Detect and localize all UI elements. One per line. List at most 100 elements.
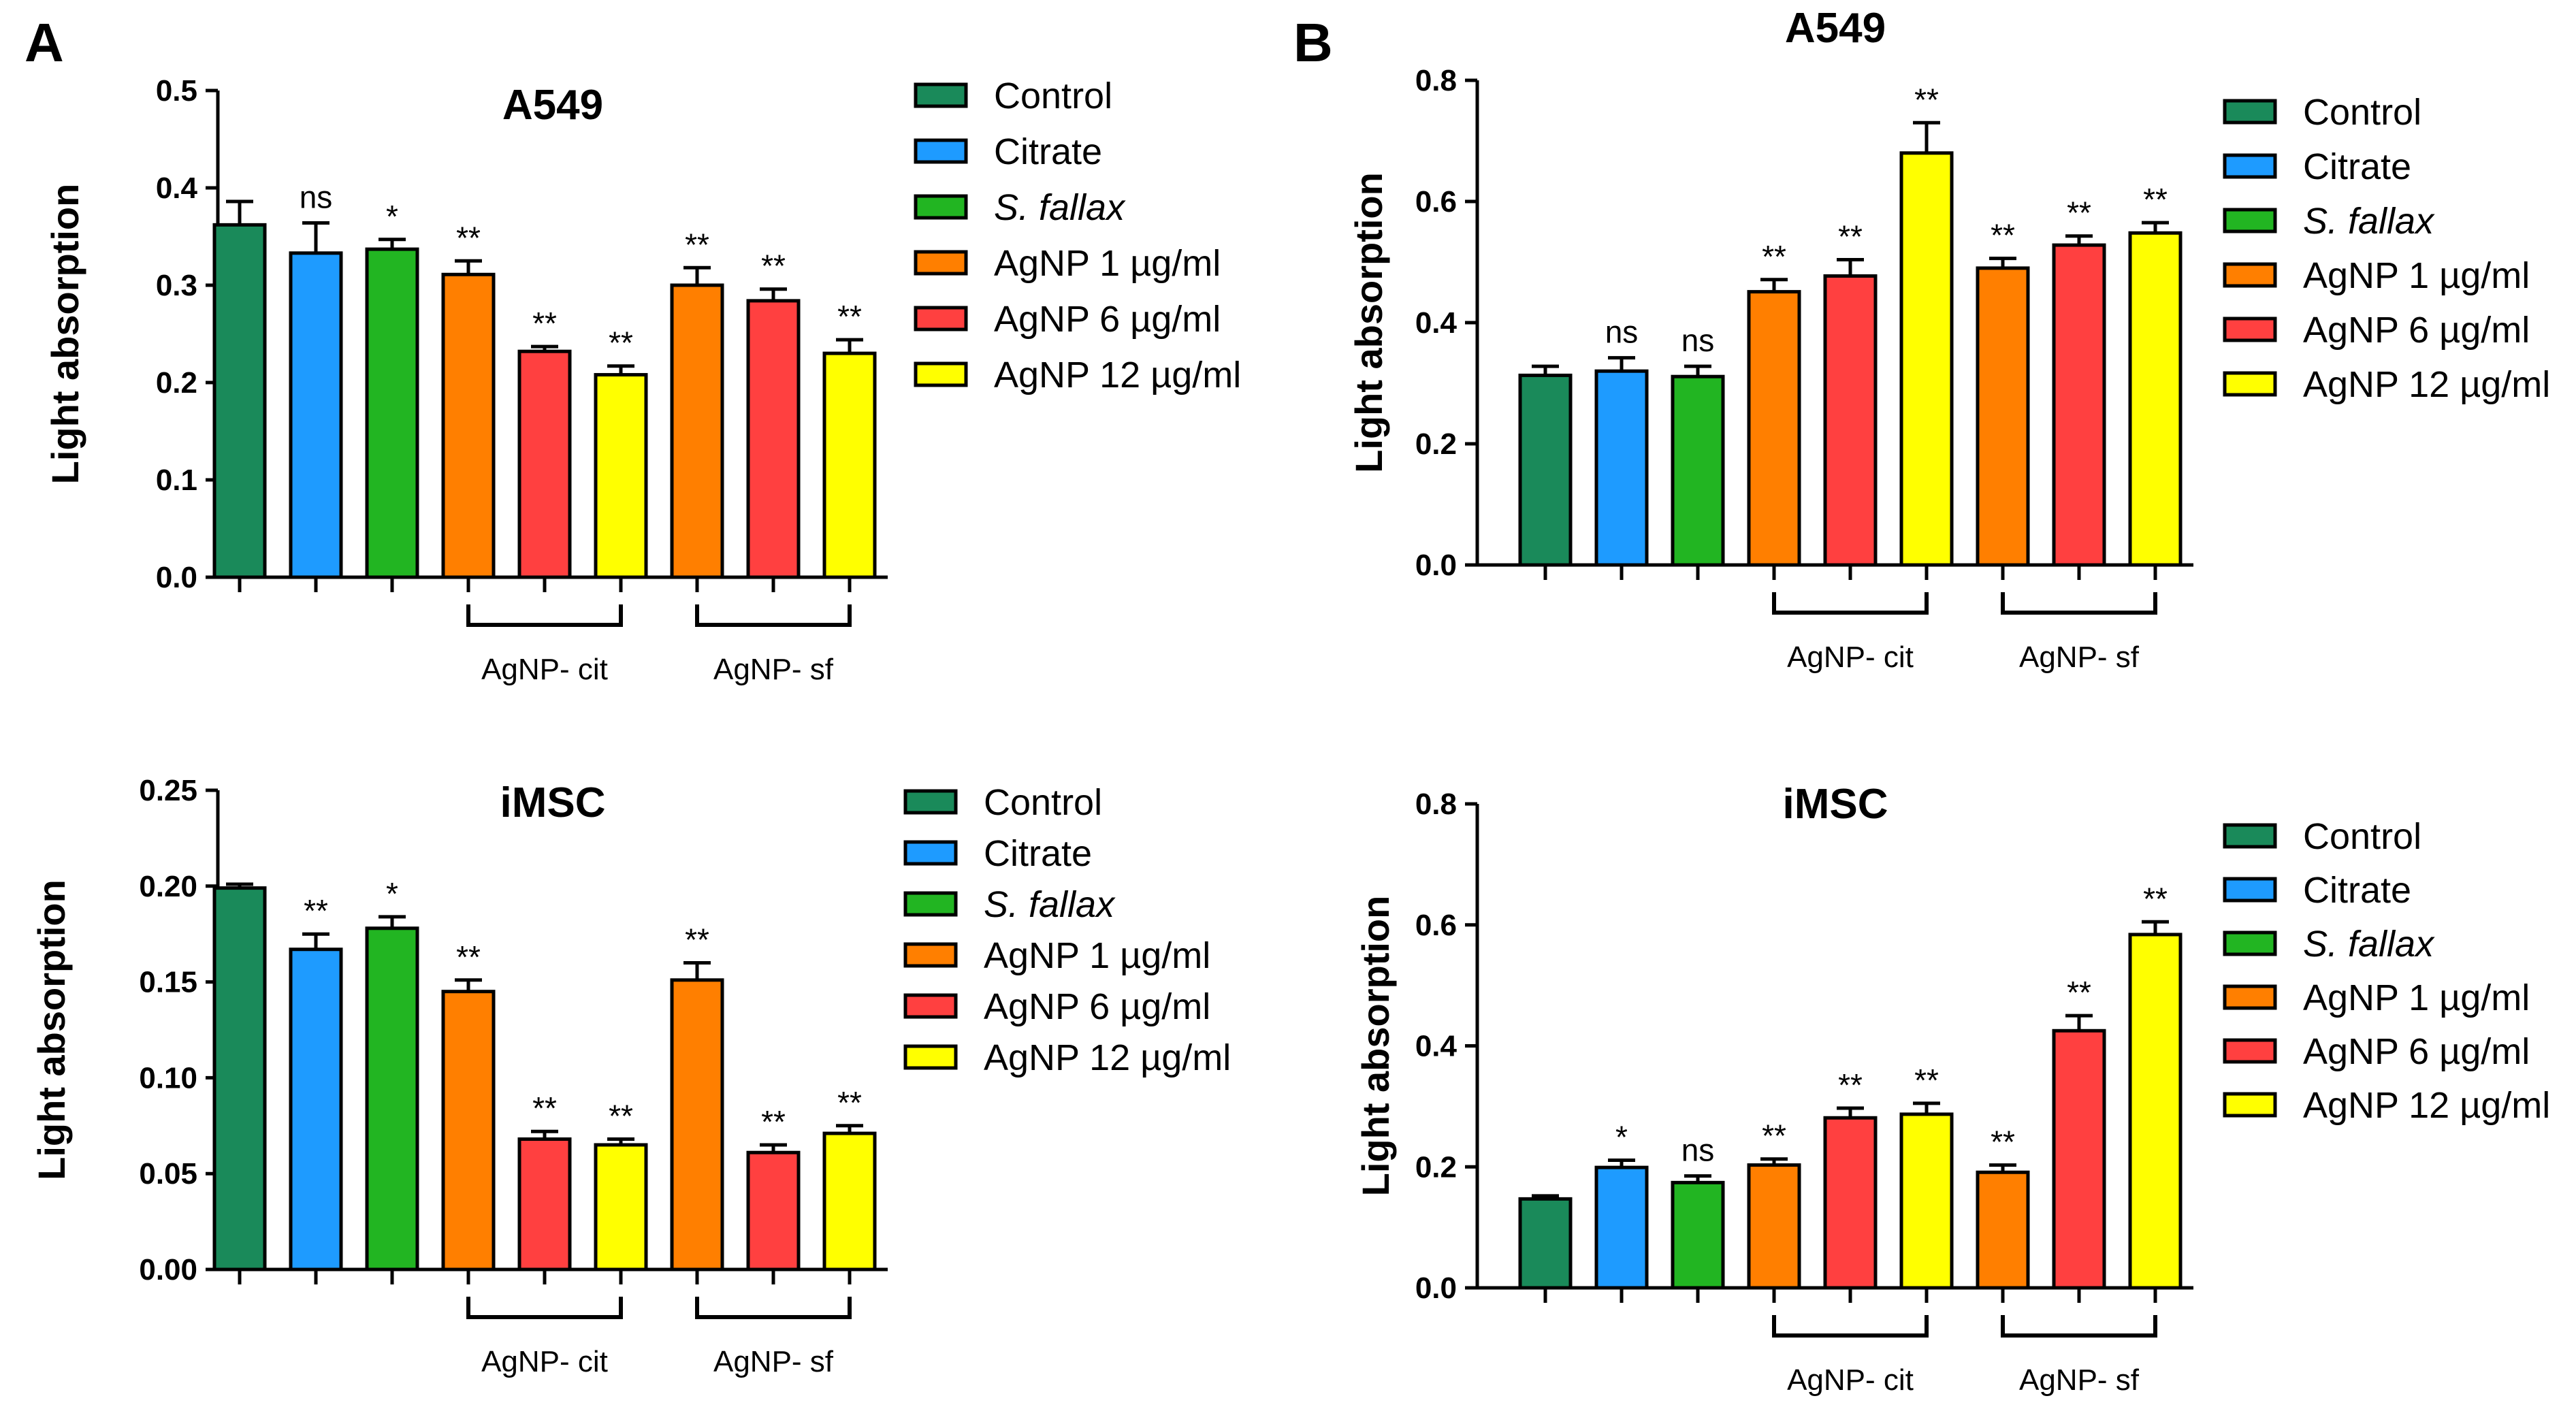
y-axis-label: Light absorption [1354,896,1397,1197]
legend-label: S. fallax [994,187,1126,228]
bar [1594,1165,1649,1290]
group-bracket [466,1297,623,1319]
bar [1518,1197,1573,1290]
bar [517,1137,572,1272]
group-label: AgNP- sf [713,653,834,686]
significance-label: ns [1681,1133,1715,1168]
bar [289,948,343,1272]
significance-label: ** [609,1099,633,1134]
chart-3: iMSC Light absorption 0.0 0.2 0.4 0.6 0.8 * ns **… [1354,781,2550,1397]
legend-label: Citrate [994,131,1102,172]
legend-swatch [2223,823,2277,849]
legend-label: Citrate [984,833,1092,874]
legend-swatch [2223,1092,2277,1118]
chart-0: A549 Light absorption 0.0 0.1 0.2 0.3 0.4 0.5 ns… [44,74,1241,686]
legend-swatch [903,840,958,866]
significance-label: * [1615,1119,1628,1154]
legend-swatch [914,250,968,276]
legend-label: AgNP 1 µg/ml [2303,255,2530,296]
legend-label: AgNP 12 µg/ml [994,355,1241,395]
significance-label: ** [1838,1067,1863,1103]
bar [2052,243,2106,567]
group-bracket [695,604,852,627]
significance-label: ** [532,306,557,341]
bar [441,990,496,1272]
significance-label: ** [532,1090,557,1126]
legend-label: AgNP 6 µg/ml [2303,1031,2530,1072]
significance-label: ** [2067,975,2091,1010]
bar [1594,369,1649,567]
legend-label: AgNP 12 µg/ml [2303,1085,2550,1126]
legend-label: AgNP 1 µg/ml [994,243,1221,284]
legend-label: AgNP 6 µg/ml [994,299,1221,340]
bar [365,247,419,579]
y-tick-label: 0.4 [1415,306,1458,340]
bar [1823,1116,1878,1290]
y-tick-label: 0.05 [139,1157,197,1191]
legend-label: AgNP 12 µg/ml [2303,364,2550,405]
y-tick-label: 0.2 [156,366,197,400]
group-label: AgNP- cit [1787,1363,1914,1397]
bar [1899,151,1954,567]
y-tick-label: 0.5 [156,74,197,108]
significance-label: ** [1762,1118,1786,1154]
bar [212,886,267,1272]
y-tick-label: 0.10 [139,1061,197,1095]
legend-swatch [903,942,958,968]
group-label: AgNP- cit [481,1345,608,1378]
legend-swatch [2223,877,2277,903]
legend-swatch [914,82,968,108]
bar [822,1131,877,1272]
group-bracket [695,1297,852,1319]
y-tick-label: 0.25 [139,774,197,807]
significance-label: ** [609,325,633,361]
legend-swatch [914,361,968,387]
legend-swatch [2223,317,2277,342]
significance-label: ns [1605,314,1639,350]
y-tick-label: 0.4 [1415,1030,1458,1063]
group-bracket [2001,592,2157,615]
bar [1747,1163,1801,1290]
y-tick-label: 0.4 [156,172,198,205]
legend-swatch [914,194,968,220]
legend-label: S. fallax [2303,924,2435,965]
significance-label: ** [1991,1124,2015,1160]
y-axis-label: Light absorption [44,184,86,485]
group-label: AgNP- cit [1787,641,1914,674]
group-label: AgNP- cit [481,653,608,686]
bar [1823,274,1878,567]
significance-label: ns [1681,323,1715,358]
chart-2: A549 Light absorption 0.0 0.2 0.4 0.6 0.8 ns ns *… [1347,5,2550,674]
significance-label: ** [456,220,481,255]
bar [1976,266,2030,567]
y-tick-label: 0.2 [1415,427,1457,461]
bar [2052,1029,2106,1290]
group-label: AgNP- sf [2019,1363,2140,1397]
bar [746,1150,801,1272]
significance-label: ** [456,939,481,975]
legend-swatch [2223,262,2277,288]
significance-label: ** [837,1085,862,1120]
significance-label: ** [1838,218,1863,254]
legend-swatch [2223,153,2277,179]
bar [289,251,343,579]
charts-container: A549 Light absorption 0.0 0.1 0.2 0.3 0.4 0.5 ns… [30,5,2550,1397]
legend-swatch [2223,1038,2277,1064]
legend-label: S. fallax [984,884,1116,925]
bar [1747,290,1801,567]
y-axis-label: Light absorption [1347,172,1390,473]
significance-label: ** [2143,881,2168,916]
bar [670,978,724,1272]
bar [670,283,724,579]
group-bracket [466,604,623,627]
y-tick-label: 0.8 [1415,788,1457,821]
bar [746,299,801,579]
legend-swatch [914,306,968,331]
significance-label: * [386,876,398,911]
y-tick-label: 0.0 [1415,1272,1457,1305]
bar [1976,1170,2030,1290]
significance-label: ** [837,299,862,334]
bar [1899,1112,1954,1290]
bar [365,926,419,1272]
